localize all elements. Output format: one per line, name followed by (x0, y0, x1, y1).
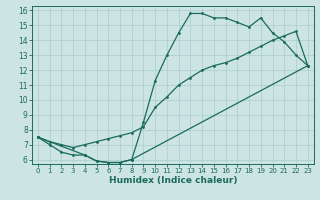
X-axis label: Humidex (Indice chaleur): Humidex (Indice chaleur) (108, 176, 237, 185)
